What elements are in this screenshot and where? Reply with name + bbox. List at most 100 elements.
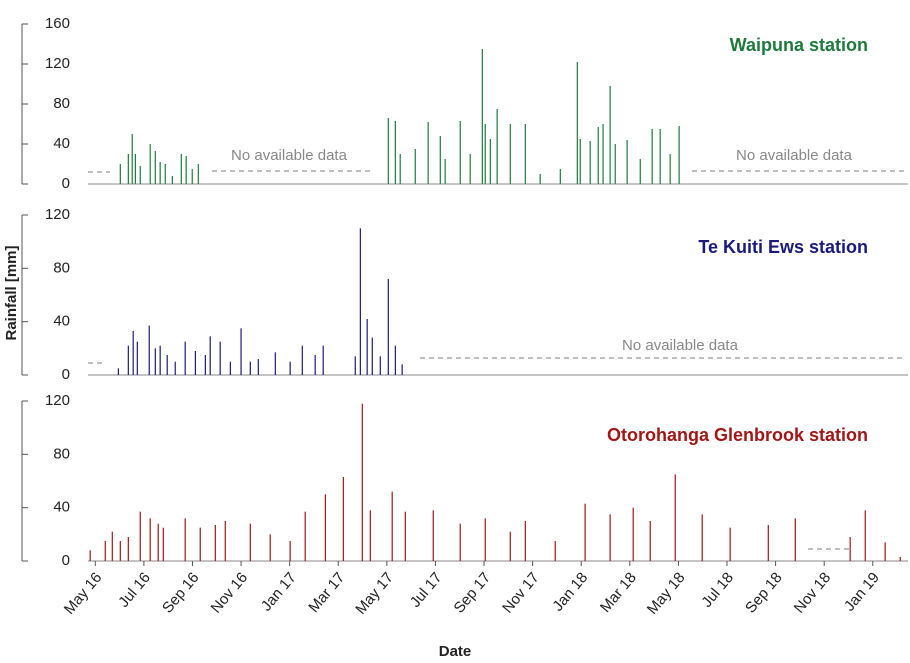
panel-title: Waipuna station	[730, 35, 868, 55]
bar	[864, 510, 866, 561]
bar	[481, 49, 483, 184]
bar	[322, 345, 324, 375]
bar	[134, 154, 136, 184]
bar	[626, 140, 628, 184]
bar	[289, 541, 291, 561]
bar	[159, 345, 161, 375]
bar	[224, 521, 226, 561]
x-tick-label: May 16	[61, 569, 106, 618]
bar	[131, 134, 133, 184]
bar	[171, 176, 173, 184]
x-tick-label: Jan 17	[258, 569, 300, 614]
bar	[614, 144, 616, 184]
bar	[387, 279, 389, 375]
bar	[794, 518, 796, 561]
bar	[589, 141, 591, 184]
bar	[184, 341, 186, 375]
bar	[154, 348, 156, 375]
x-tick-label: Sep 16	[159, 569, 203, 616]
bar	[127, 154, 129, 184]
bar	[249, 523, 251, 561]
bar	[649, 521, 651, 561]
bar	[391, 491, 393, 561]
bar	[139, 511, 141, 561]
bar	[484, 124, 486, 184]
bar	[404, 511, 406, 561]
bar	[301, 345, 303, 375]
bar	[209, 336, 211, 375]
bar	[111, 531, 113, 561]
y-tick-label: 160	[45, 15, 70, 32]
x-tick-label: Jul 18	[698, 569, 737, 611]
bar	[359, 228, 361, 375]
x-tick-label: Jan 18	[549, 569, 591, 614]
x-tick-label: May 17	[352, 569, 397, 618]
bar	[269, 534, 271, 561]
bar	[354, 356, 356, 375]
x-tick-label: Nov 16	[208, 569, 252, 616]
bar	[164, 164, 166, 184]
bar	[191, 169, 193, 184]
bar	[496, 109, 498, 184]
bar	[632, 507, 634, 561]
bar	[651, 129, 653, 184]
y-tick-label: 120	[45, 55, 70, 72]
bar	[884, 542, 886, 561]
y-tick-label: 40	[53, 313, 70, 330]
bar	[427, 122, 429, 184]
x-tick-label: Mar 18	[597, 569, 640, 616]
bar	[199, 527, 201, 561]
bar	[414, 149, 416, 184]
y-tick-label: 0	[62, 175, 70, 192]
bar	[366, 319, 368, 375]
bar	[399, 154, 401, 184]
x-axis-title: Date	[439, 643, 472, 660]
y-tick-label: 80	[53, 445, 70, 462]
bar	[314, 355, 316, 375]
bar	[554, 541, 556, 561]
bar	[274, 352, 276, 375]
bar	[701, 514, 703, 561]
annotation: No available data	[622, 337, 739, 354]
bar	[524, 521, 526, 561]
bar	[489, 139, 491, 184]
bar	[159, 162, 161, 184]
bar	[379, 356, 381, 375]
x-tick-label: May 18	[644, 569, 689, 618]
y-tick-label: 0	[62, 552, 70, 569]
y-tick-label: 40	[53, 135, 70, 152]
bar	[132, 331, 134, 375]
y-tick-label: 0	[62, 366, 70, 383]
bar	[524, 124, 526, 184]
bar	[229, 361, 231, 375]
bar	[361, 403, 363, 561]
bar	[119, 164, 121, 184]
bar	[729, 527, 731, 561]
bar	[584, 503, 586, 561]
bar	[174, 361, 176, 375]
bar	[289, 361, 291, 375]
bar	[240, 328, 242, 375]
bar	[444, 159, 446, 184]
bar	[257, 359, 259, 375]
bar	[609, 514, 611, 561]
bar	[157, 523, 159, 561]
x-tick-label: Jul 17	[407, 569, 446, 611]
bar	[509, 124, 511, 184]
y-axis-title: Rainfall [mm]	[3, 245, 20, 340]
x-tick-label: Nov 17	[499, 569, 543, 616]
bar	[669, 154, 671, 184]
bar	[184, 518, 186, 561]
bar	[639, 159, 641, 184]
bar	[659, 129, 661, 184]
no-data-lines	[88, 170, 906, 550]
bar	[401, 364, 403, 375]
bar	[609, 86, 611, 184]
bar	[371, 337, 373, 375]
y-tick-label: 120	[45, 392, 70, 409]
bar	[432, 510, 434, 561]
x-tick-label: Sep 17	[451, 569, 495, 616]
bar	[249, 361, 251, 375]
bar	[394, 121, 396, 184]
bar	[602, 124, 604, 184]
